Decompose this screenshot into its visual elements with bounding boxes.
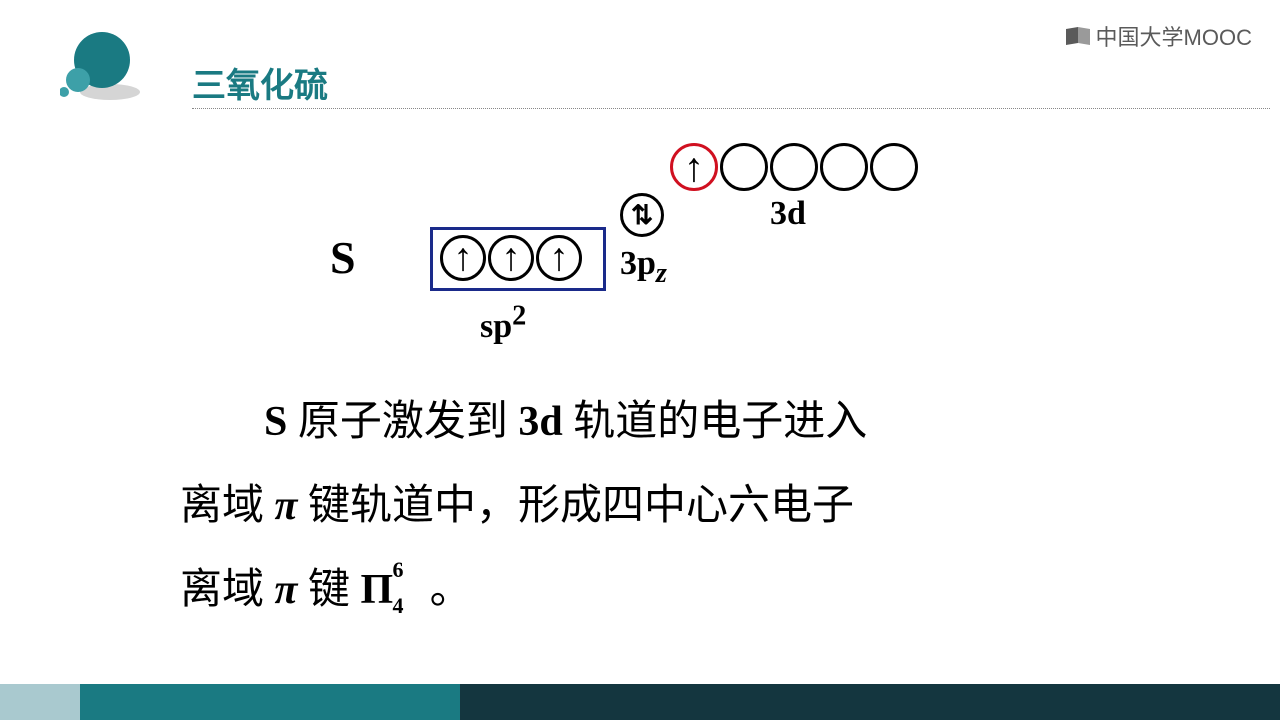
mooc-logo: 中国大学MOOC [1064,20,1252,52]
footer-seg-2 [80,684,460,720]
3d-orbitals: ↑ [670,143,920,191]
mooc-text: 中国大学MOOC [1096,20,1252,52]
pz-orbital: ⇅ [620,193,666,237]
orbital [870,143,918,191]
orbital: ⇅ [620,193,664,237]
sp2-orbitals: ↑↑↑ [440,235,584,281]
book-icon [1064,25,1092,47]
slide-title: 三氧化硫 [192,58,328,107]
orbital: ↑ [670,143,718,191]
orbital [820,143,868,191]
atom-label: S [330,231,356,284]
bullet-icon [60,32,150,112]
pz-label: 3pz [620,245,667,290]
footer-seg-1 [0,684,80,720]
orbital: ↑ [536,235,582,281]
orbital [770,143,818,191]
footer-bar [0,684,1280,720]
body-paragraph: S 原子激发到 3d 轨道的电子进入 离域 π 键轨道中，形成四中心六电子 离域… [180,380,1090,632]
orbital [720,143,768,191]
pi-symbol: Π64 [360,548,393,632]
orbital: ↑ [488,235,534,281]
divider-line [192,108,1270,109]
footer-seg-3 [460,684,1280,720]
text-s: S [264,399,287,445]
sp2-label: sp2 [480,301,526,346]
3d-label: 3d [770,195,806,233]
orbital: ↑ [440,235,486,281]
